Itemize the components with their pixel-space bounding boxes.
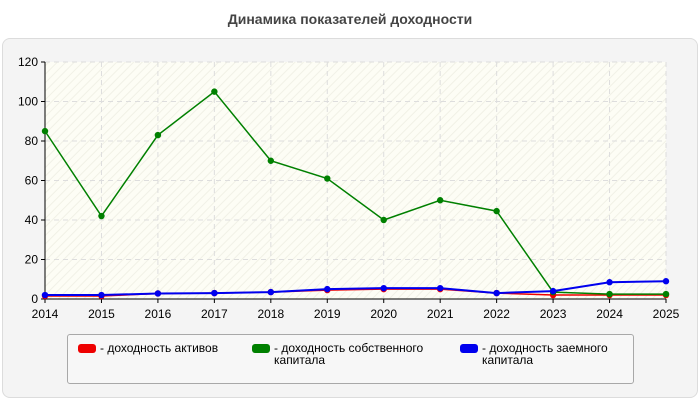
data-point-debt (662, 278, 670, 285)
y-tick-label: 0 (31, 292, 38, 306)
legend-label-assets: - доходность активов (100, 341, 219, 355)
y-tick-label: 20 (25, 253, 39, 267)
legend-label-equity: - доходность собственного капитала (274, 341, 424, 367)
x-tick-label: 2020 (370, 307, 397, 321)
legend-swatch-debt (460, 344, 478, 353)
x-tick-label: 2025 (653, 307, 680, 321)
x-tick-label: 2018 (257, 307, 284, 321)
data-point-debt (606, 279, 613, 286)
x-tick-label: 2021 (427, 307, 454, 321)
legend-label-debt: - доходность заемного капитала (482, 341, 608, 367)
series-line-equity (44, 90, 666, 295)
series-group (41, 88, 670, 300)
data-point-debt (267, 288, 275, 296)
legend-swatch-assets (78, 344, 96, 353)
data-point-equity (493, 207, 500, 215)
y-tick-label: 100 (18, 95, 38, 109)
x-axis-ticks: 2014 2015 2016 2017 2018 2019 2020 2021 2022 2023… (32, 299, 680, 321)
data-point-equity (662, 290, 670, 298)
data-point-equity (380, 216, 387, 224)
data-point-equity (606, 290, 613, 298)
y-tick-label: 120 (18, 55, 38, 69)
chart-title: Динамика показателей доходности (227, 11, 473, 27)
data-point-debt (154, 290, 162, 297)
grid (45, 61, 667, 299)
x-tick-label: 2014 (32, 307, 59, 321)
data-point-equity (324, 175, 331, 182)
x-tick-label: 2024 (596, 307, 623, 321)
data-point-equity (436, 197, 444, 204)
data-point-equity (211, 88, 218, 95)
data-point-debt (436, 284, 444, 292)
series-line-debt (45, 280, 667, 297)
y-tick-label: 80 (25, 134, 39, 148)
legend: - доходность активов - доходность собств… (67, 334, 634, 384)
data-point-debt (324, 285, 331, 293)
x-tick-label: 2017 (201, 307, 228, 321)
y-tick-label: 40 (25, 213, 39, 227)
data-point-debt (41, 291, 49, 299)
x-tick-label: 2016 (145, 307, 172, 321)
y-axis-ticks: 0 20 40 60 80 100 120 (18, 55, 45, 306)
x-tick-label: 2015 (88, 307, 115, 321)
x-tick-label: 2022 (483, 307, 510, 321)
data-point-equity (98, 212, 105, 220)
x-tick-label: 2023 (540, 307, 567, 321)
data-point-equity (154, 131, 162, 139)
data-point-debt (98, 291, 105, 299)
data-point-debt (549, 287, 557, 295)
data-point-debt (211, 289, 218, 297)
y-tick-label: 60 (25, 174, 39, 188)
x-tick-label: 2019 (314, 307, 341, 321)
data-point-debt (380, 284, 387, 292)
legend-swatch-equity (252, 344, 270, 353)
data-point-equity (41, 127, 49, 135)
data-point-debt (493, 289, 500, 297)
data-point-equity (267, 157, 275, 164)
